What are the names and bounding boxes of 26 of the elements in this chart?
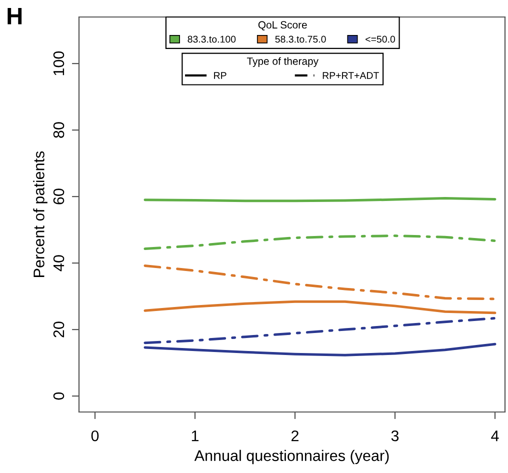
x-tick-label: 1 bbox=[192, 430, 199, 442]
y-tick-label: 20 bbox=[53, 322, 64, 338]
line-series bbox=[144, 234, 496, 250]
text: QoL Score bbox=[258, 21, 307, 30]
line-series bbox=[144, 316, 496, 344]
x-tick-label: 4 bbox=[491, 430, 499, 442]
legend-label: 58.3.to.75.0 bbox=[275, 36, 326, 43]
y-tick-label: 80 bbox=[53, 122, 64, 138]
legend-label: <=50.0 bbox=[366, 36, 396, 43]
x-axis-title: Annual questionnaires (year) bbox=[194, 450, 389, 464]
line-series bbox=[144, 300, 496, 314]
legend-label: 83.3.to.100 bbox=[188, 36, 236, 43]
text: Type of therapy bbox=[246, 57, 319, 67]
x-tick-label: 3 bbox=[391, 430, 399, 442]
line-series bbox=[144, 264, 496, 300]
line-series bbox=[144, 342, 496, 356]
chart-title: H bbox=[8, 8, 22, 24]
annotation: RP bbox=[214, 72, 226, 79]
y-axis-title: Percent of patients bbox=[33, 151, 48, 277]
y-tick-label: 0 bbox=[53, 392, 64, 400]
x-tick-label: 2 bbox=[292, 430, 298, 442]
y-tick-label: 100 bbox=[53, 51, 64, 76]
y-tick-label: 40 bbox=[53, 255, 64, 272]
annotation: RP+RT+ADT bbox=[322, 72, 379, 79]
x-tick-label: 0 bbox=[91, 430, 99, 442]
y-tick-label: 60 bbox=[53, 188, 64, 204]
